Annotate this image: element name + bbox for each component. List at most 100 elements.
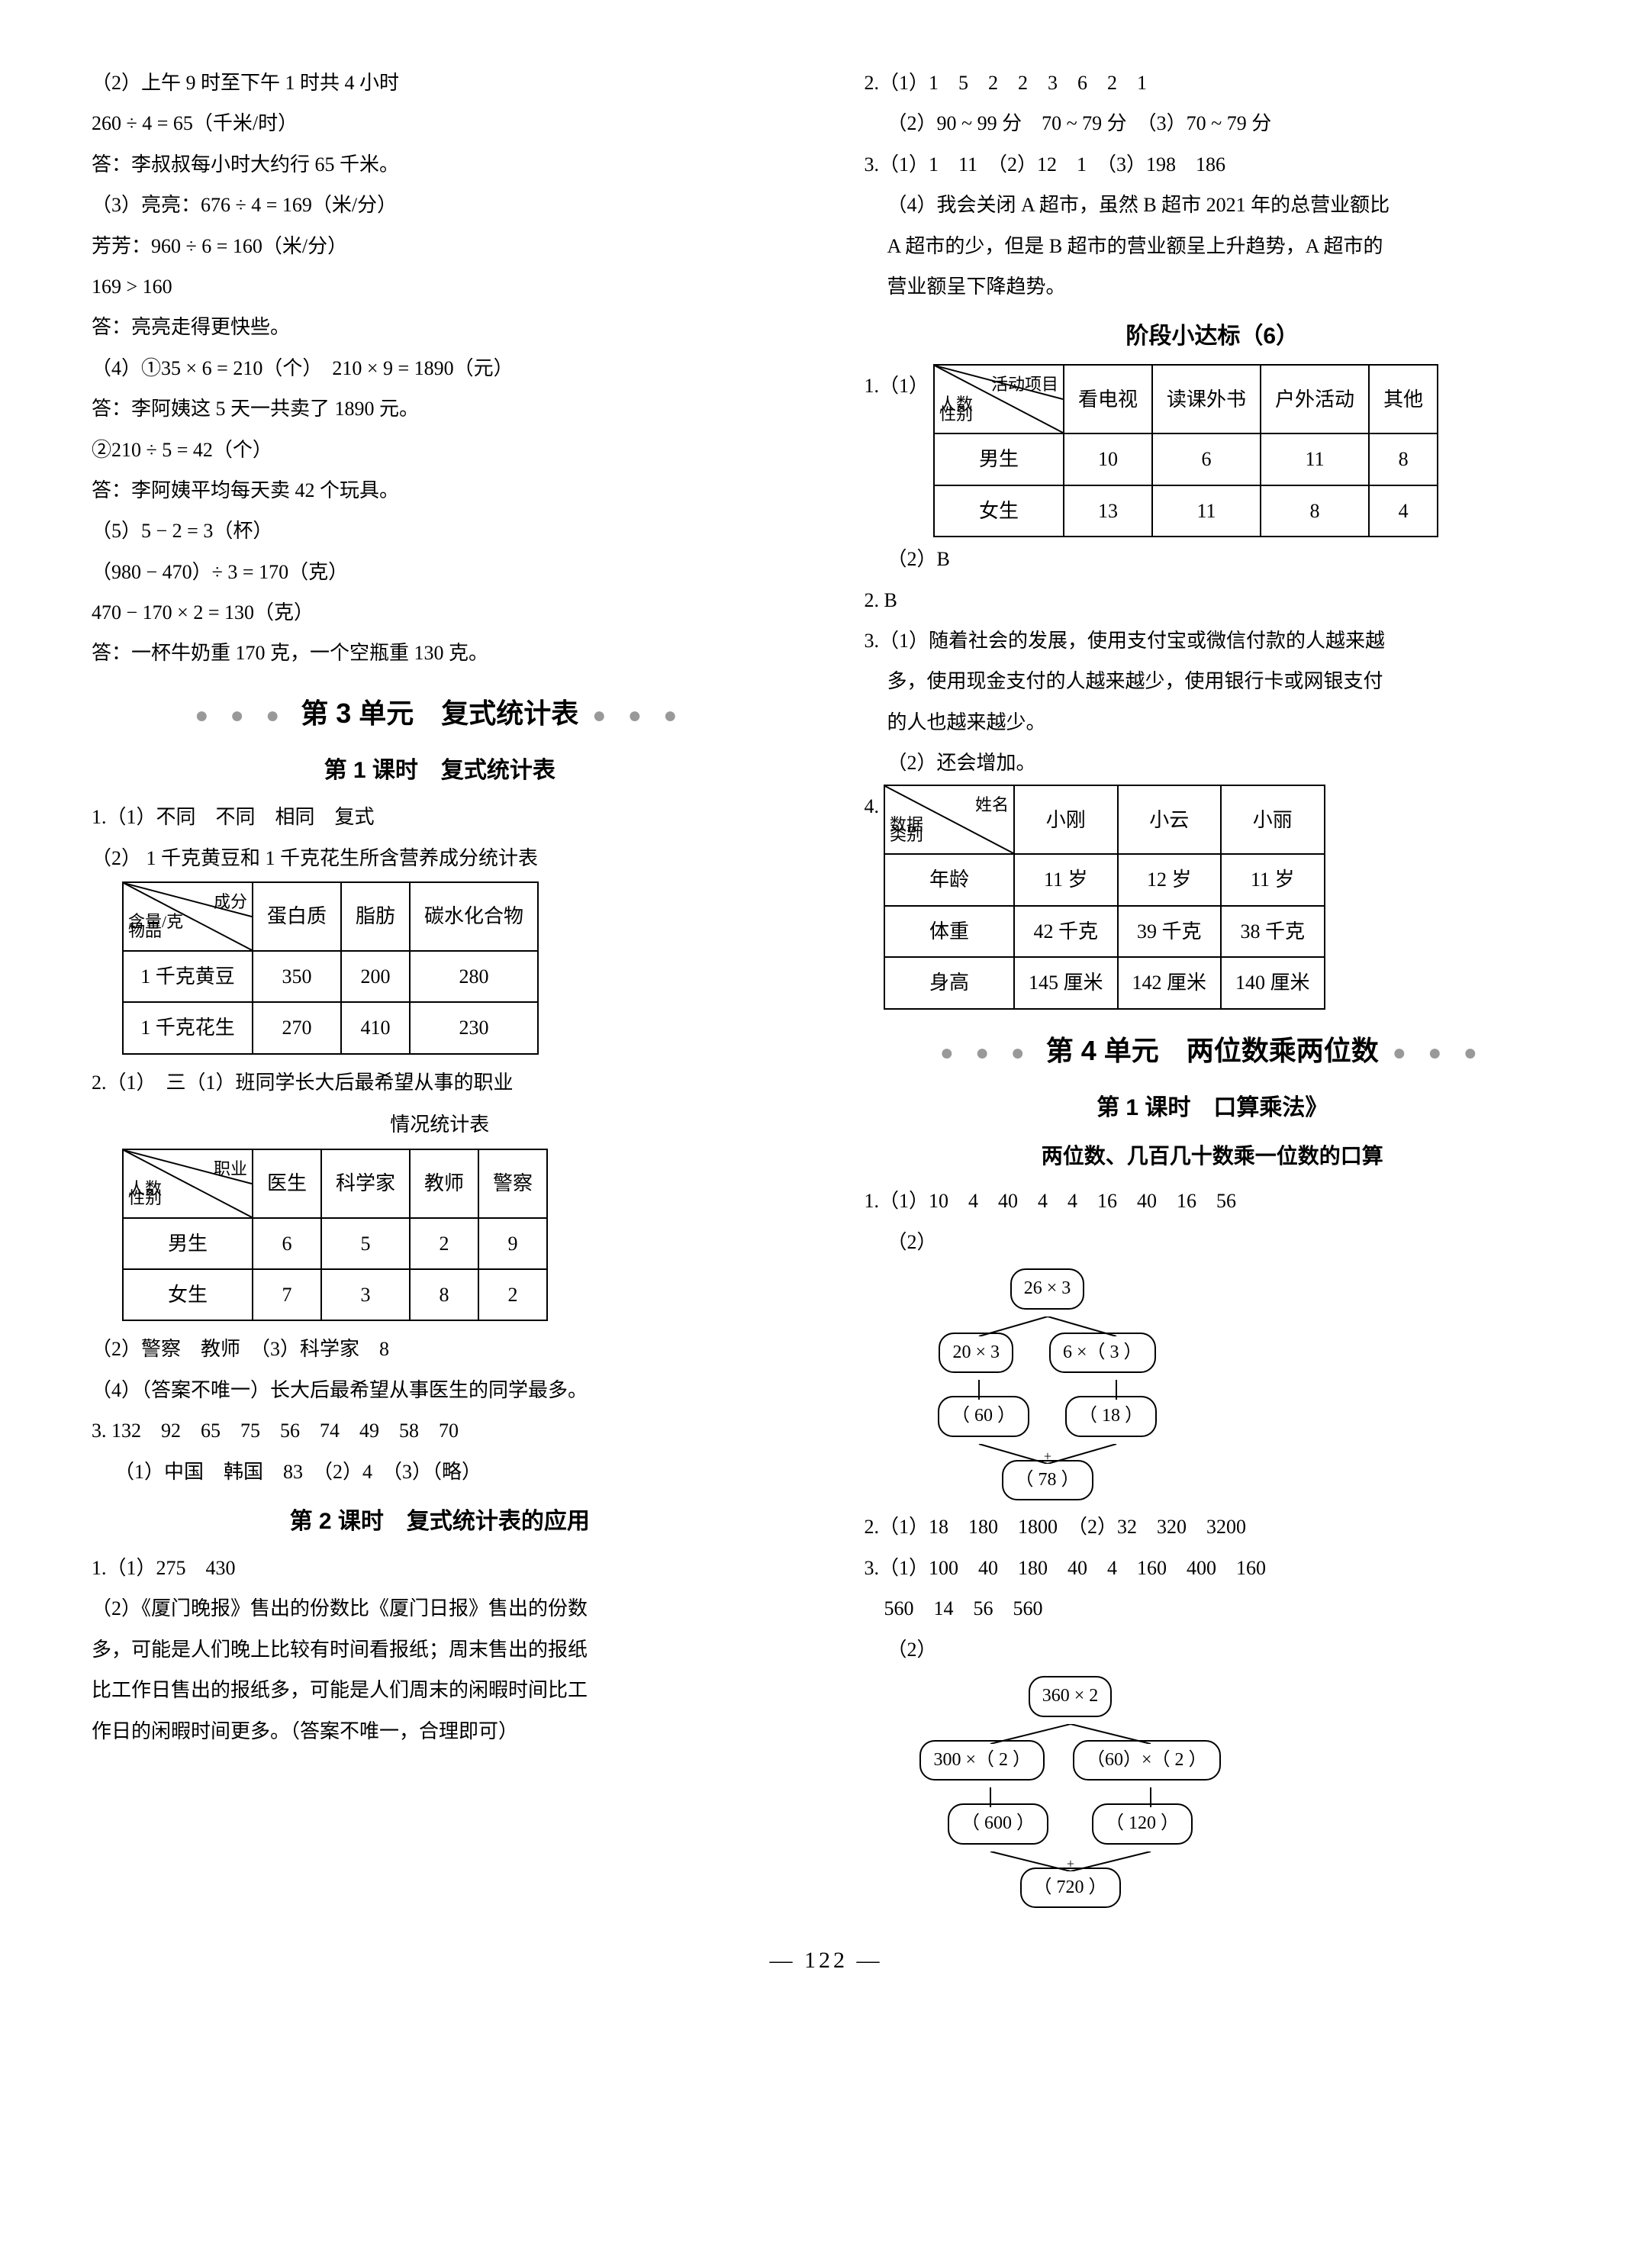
q4-label: 4. xyxy=(865,788,880,825)
text-line: （2） 1 千克黄豆和 1 千克花生所含营养成分统计表 xyxy=(92,840,788,877)
col-header: 警察 xyxy=(478,1149,547,1218)
left-column: （2）上午 9 时至下午 1 时共 4 小时 260 ÷ 4 = 65（千米/时… xyxy=(92,61,788,1916)
diag-bottom: 物品 xyxy=(128,915,162,947)
text-line: （4）（答案不唯一）长大后最希望从事医生的同学最多。 xyxy=(92,1371,788,1409)
calc-tree-1: 26 × 3 20 × 3 6 ×（ 3 ） （ 60 ） （ 18 ） + （… xyxy=(910,1267,1185,1502)
table-row: 年龄 11 岁 12 岁 11 岁 xyxy=(884,854,1325,905)
col-header: 小刚 xyxy=(1014,785,1118,854)
table-cell: 5 xyxy=(321,1218,410,1269)
text-line: （2）上午 9 时至下午 1 时共 4 小时 xyxy=(92,64,788,102)
table-cell: 145 厘米 xyxy=(1014,957,1118,1008)
text-line: 的人也越来越少。 xyxy=(887,704,1561,741)
text-line: 答：一杯牛奶重 170 克，一个空瓶重 130 克。 xyxy=(92,634,788,672)
col-header: 小丽 xyxy=(1221,785,1325,854)
unit4-lesson1-title: 第 1 课时 口算乘法》 xyxy=(865,1086,1561,1130)
text-line: 2.（1） 三（1）班同学长大后最希望从事的职业 xyxy=(92,1064,788,1101)
col-header: 其他 xyxy=(1369,365,1438,433)
table-cell: 9 xyxy=(478,1218,547,1269)
row-header: 1 千克花生 xyxy=(123,1002,253,1053)
diag-bottom: 类别 xyxy=(890,819,923,851)
row-header: 男生 xyxy=(934,433,1064,485)
text-line: 1.（1）10 4 40 4 4 16 40 16 56 xyxy=(865,1182,1561,1220)
table-cell: 2 xyxy=(410,1218,478,1269)
table-cell: 280 xyxy=(410,951,538,1002)
row-header: 体重 xyxy=(884,906,1014,957)
dots-icon: ● ● ● xyxy=(592,703,684,728)
text-line: 答：亮亮走得更快些。 xyxy=(92,308,788,346)
col-header: 脂肪 xyxy=(341,882,410,951)
table-cell: 410 xyxy=(341,1002,410,1053)
text-line: 3.（1）随着社会的发展，使用支付宝或微信付款的人越来越 xyxy=(865,622,1561,659)
text-line: 答：李阿姨平均每天卖 42 个玩具。 xyxy=(92,472,788,509)
row-header: 年龄 xyxy=(884,854,1014,905)
table-caption: 情况统计表 xyxy=(92,1106,788,1143)
diag-top: 成分 xyxy=(214,886,247,918)
tree-node: 26 × 3 xyxy=(1010,1268,1085,1310)
col-header: 蛋白质 xyxy=(253,882,341,951)
text-line: （3）亮亮：676 ÷ 4 = 169（米/分） xyxy=(92,186,788,224)
table-cell: 8 xyxy=(410,1269,478,1320)
table-cell: 39 千克 xyxy=(1118,906,1222,957)
table-cell: 11 xyxy=(1261,433,1369,485)
diag-header-cell: 姓名 数据 类别 xyxy=(884,785,1014,854)
table-cell: 140 厘米 xyxy=(1221,957,1325,1008)
diag-header-cell: 职业 人数 性别 xyxy=(123,1149,253,1218)
dots-icon: ● ● ● xyxy=(1393,1040,1485,1065)
unit3-lesson2-title: 第 2 课时 复式统计表的应用 xyxy=(92,1500,788,1543)
q1-label: 1.（1） xyxy=(865,367,929,404)
text-line: 169 > 160 xyxy=(92,268,788,305)
tree-node: 20 × 3 xyxy=(939,1333,1013,1374)
text-line: （2）《厦门晚报》售出的份数比《厦门日报》售出的份数 xyxy=(92,1590,788,1627)
text-line: 1.（1）不同 不同 相同 复式 xyxy=(92,798,788,836)
dots-icon: ● ● ● xyxy=(195,703,287,728)
table-cell: 7 xyxy=(253,1269,321,1320)
tree-node: 360 × 2 xyxy=(1029,1676,1113,1717)
tree-node: （ 60 ） xyxy=(938,1396,1029,1437)
text-line: 3.（1）1 11 （2）12 1 （3）198 186 xyxy=(865,146,1561,183)
svg-text:+: + xyxy=(1066,1856,1074,1871)
text-line: 答：李阿姨这 5 天一共卖了 1890 元。 xyxy=(92,390,788,427)
diag-bottom: 性别 xyxy=(939,398,973,430)
text-line: （1）中国 韩国 83 （2）4 （3）（略） xyxy=(114,1453,788,1490)
table-cell: 270 xyxy=(253,1002,341,1053)
table-cell: 8 xyxy=(1261,485,1369,537)
unit3-lesson1-title: 第 1 课时 复式统计表 xyxy=(92,749,788,792)
table-cell: 13 xyxy=(1064,485,1152,537)
text-line: A 超市的少，但是 B 超市的营业额呈上升趋势，A 超市的 xyxy=(887,227,1561,265)
table-row: 男生 10 6 11 8 xyxy=(934,433,1438,485)
page-number: — 122 — xyxy=(92,1938,1560,1982)
table-cell: 11 岁 xyxy=(1014,854,1118,905)
text-line: 芳芳：960 ÷ 6 = 160（米/分） xyxy=(92,227,788,265)
text-line: （2）警察 教师 （3）科学家 8 xyxy=(92,1330,788,1368)
col-header: 读课外书 xyxy=(1152,365,1261,433)
row-header: 身高 xyxy=(884,957,1014,1008)
tree-node: （ 720 ） xyxy=(1020,1868,1121,1909)
table-cell: 11 xyxy=(1152,485,1261,537)
unit3-title: ● ● ● 第 3 单元 复式统计表 ● ● ● xyxy=(92,688,788,740)
dots-icon: ● ● ● xyxy=(940,1040,1032,1065)
text-line: 多，可能是人们晚上比较有时间看报纸；周末售出的报纸 xyxy=(92,1631,788,1668)
text-line: 1.（1）275 430 xyxy=(92,1549,788,1587)
tree-node: 6 ×（ 3 ） xyxy=(1049,1333,1156,1374)
text-line: （5）5 − 2 = 3（杯） xyxy=(92,512,788,549)
tree-node: （ 78 ） xyxy=(1002,1460,1093,1501)
table-cell: 6 xyxy=(253,1218,321,1269)
table-cell: 12 岁 xyxy=(1118,854,1222,905)
text-line: （4）我会关闭 A 超市，虽然 B 超市 2021 年的总营业额比 xyxy=(887,186,1561,224)
text-line: 作日的闲暇时间更多。（答案不唯一，合理即可） xyxy=(92,1713,788,1750)
text-line: （2） xyxy=(887,1223,1561,1261)
table-cell: 11 岁 xyxy=(1221,854,1325,905)
text-line: 2.（1）18 180 1800 （2）32 320 3200 xyxy=(865,1508,1561,1545)
tree-node: （ 18 ） xyxy=(1065,1396,1157,1437)
table-row: 女生 13 11 8 4 xyxy=(934,485,1438,537)
text-line: （2）B xyxy=(887,540,1561,578)
diag-top: 姓名 xyxy=(975,789,1009,821)
row-header: 男生 xyxy=(123,1218,253,1269)
table-cell: 42 千克 xyxy=(1014,906,1118,957)
table-cell: 6 xyxy=(1152,433,1261,485)
table-cell: 350 xyxy=(253,951,341,1002)
career-table: 职业 人数 性别 医生 科学家 教师 警察 男生 6 5 2 9 女生 7 3 xyxy=(122,1149,548,1322)
diag-header-cell: 成分 含量/克 物品 xyxy=(123,882,253,951)
unit4-title-text: 第 4 单元 两位数乘两位数 xyxy=(1046,1035,1379,1066)
tree-node: （ 120 ） xyxy=(1092,1803,1193,1845)
